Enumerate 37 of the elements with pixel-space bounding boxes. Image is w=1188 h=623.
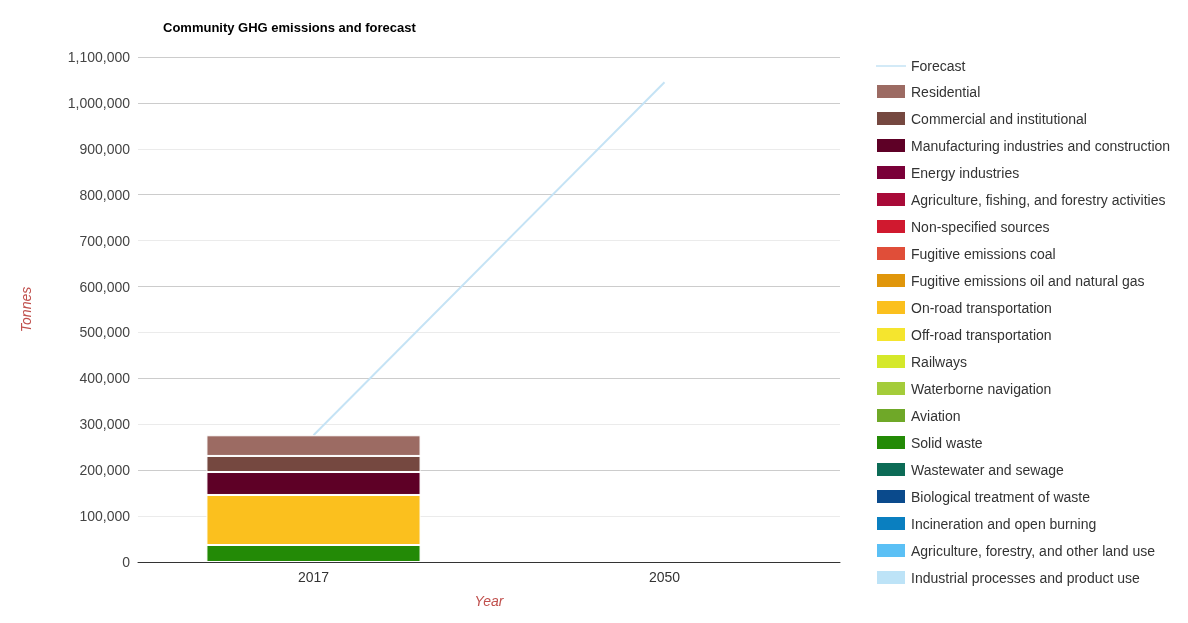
legend-label: Wastewater and sewage [911,461,1064,478]
y-tick-label: 0 [122,554,131,570]
y-tick-label: 800,000 [79,186,131,203]
legend-label: Non-specified sources [911,218,1050,235]
y-tick-label: 400,000 [79,370,131,387]
y-tick-label: 200,000 [79,462,131,479]
legend-label: Industrial processes and product use [911,569,1141,586]
x-axis-title: Year [474,593,505,609]
legend-label: Fugitive emissions oil and natural gas [911,272,1145,289]
legend-label: On-road transportation [911,299,1052,316]
legend-label: Solid waste [911,434,983,451]
y-tick-label: 500,000 [79,324,131,341]
chart-title: Community GHG emissions and forecast [163,20,417,35]
legend-label: Agriculture, forestry, and other land use [911,542,1156,559]
legend-label: Fugitive emissions coal [911,245,1056,262]
legend-label: Waterborne navigation [911,380,1052,397]
y-tick-label: 1,000,000 [67,94,131,111]
legend-label: Commercial and institutional [911,110,1087,127]
legend-label: Incineration and open burning [911,515,1097,532]
y-axis-title: Tonnes [18,286,34,333]
x-tick-label: 2017 [297,569,330,585]
y-tick-label: 100,000 [79,508,131,525]
legend-label: Biological treatment of waste [911,488,1091,505]
legend-label: Agriculture, fishing, and forestry activities [911,191,1166,208]
legend-label: Railways [911,353,968,370]
legend-label: Forecast [911,58,966,74]
legend-label: Manufacturing industries and construction [911,137,1171,154]
y-tick-label: 300,000 [79,416,131,433]
y-tick-label: 900,000 [79,140,131,157]
y-tick-label: 600,000 [79,278,131,295]
x-tick-label: 2050 [648,569,681,585]
legend-label: Residential [911,83,981,100]
y-tick-label: 1,100,000 [67,49,131,65]
y-tick-label: 700,000 [79,232,131,249]
legend-label: Energy industries [911,164,1020,181]
legend-label: Aviation [911,407,961,424]
legend-label: Off-road transportation [911,326,1052,343]
